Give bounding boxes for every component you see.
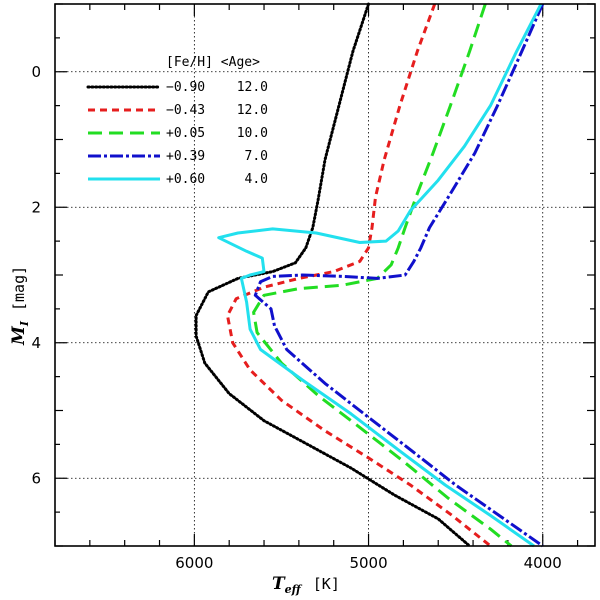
legend: [Fe/H] <Age> −0.90 12.0 −0.43 12.0 +0.05 10.0…	[86, 55, 268, 187]
legend-age-5: 4.0	[245, 172, 268, 187]
legend-feh-5: +0.60	[166, 172, 205, 187]
series-line-4	[253, 3, 545, 548]
legend-feh-3: +0.05	[166, 126, 205, 141]
plot-frame	[54, 3, 596, 547]
legend-age-3: 10.0	[237, 126, 268, 141]
series-line-1	[194, 2, 472, 548]
x-axis-label: Teff [K]	[272, 574, 340, 596]
legend-feh-4: +0.39	[166, 149, 205, 164]
x-axis-label-symbol: T	[272, 574, 286, 594]
x-axis-ticks: 6000 5000 4000	[54, 4, 579, 572]
x-axis-label-unit: [K]	[313, 575, 340, 593]
series-line-3	[252, 3, 513, 548]
legend-age-4: 7.0	[245, 149, 268, 164]
x-tick-label: 6000	[175, 554, 213, 572]
x-tick-label: 5000	[349, 554, 387, 572]
legend-header: [Fe/H] <Age>	[166, 55, 260, 70]
legend-age-2: 12.0	[237, 103, 268, 118]
legend-feh-2: −0.43	[166, 103, 205, 118]
legend-age-1: 12.0	[237, 80, 268, 95]
y-tick-label: 4	[31, 334, 41, 352]
x-tick-label: 4000	[524, 554, 562, 572]
y-axis-label-unit: [mag]	[10, 266, 28, 311]
series-group	[194, 2, 545, 548]
y-tick-label: 2	[31, 198, 41, 216]
legend-feh-1: −0.90	[166, 80, 205, 95]
y-axis-label-subscript: I	[18, 320, 31, 327]
y-axis-label-symbol: M	[9, 325, 29, 346]
y-tick-label: 6	[31, 469, 41, 487]
y-tick-label: 0	[31, 63, 41, 81]
x-axis-label-subscript: eff	[285, 583, 303, 596]
y-axis-label: MI [mag]	[9, 266, 31, 346]
series-line-5	[217, 3, 543, 548]
